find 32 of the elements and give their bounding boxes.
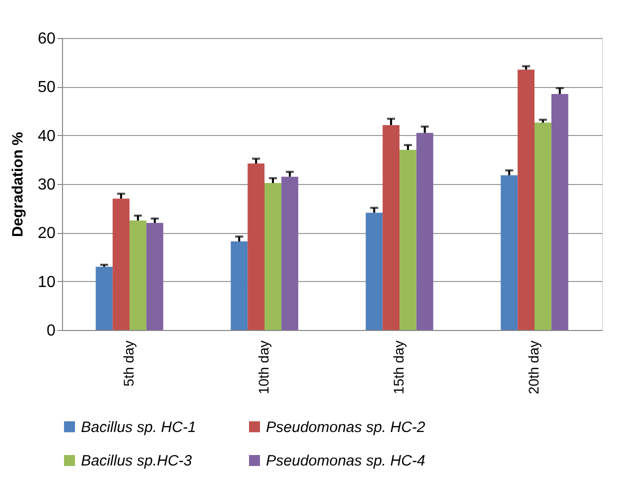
y-tick-label: 60: [38, 30, 56, 48]
y-tick-label: 40: [38, 128, 56, 145]
y-tick-label: 20: [38, 225, 56, 242]
bar: [551, 94, 568, 330]
legend-label: Pseudomonas sp. HC-2: [266, 418, 426, 436]
bar: [230, 241, 248, 330]
x-tick-label: 10th day: [256, 340, 272, 394]
x-tick-label: 15th day: [390, 340, 406, 394]
bar: [416, 132, 434, 330]
bar: [400, 150, 416, 330]
bar: [281, 176, 298, 330]
bar: [146, 222, 164, 330]
y-tick-label: 50: [38, 79, 56, 96]
bar: [534, 122, 552, 330]
bar: [112, 198, 130, 330]
legend-label: Bacillus sp.HC-3: [81, 452, 193, 470]
bar: [130, 220, 146, 330]
legend-label: Pseudomonas sp. HC-4: [266, 452, 426, 470]
y-tick-label: 0: [46, 322, 56, 340]
bar: [248, 164, 264, 330]
y-tick-label: 30: [38, 176, 56, 194]
x-tick-label: 20th day: [526, 340, 542, 394]
bar: [96, 266, 113, 330]
bar: [366, 212, 383, 330]
y-tick-label: 10: [38, 274, 56, 291]
y-axis-title: Degradation %: [10, 132, 27, 238]
bar: [500, 175, 518, 330]
bar: [382, 125, 400, 330]
x-tick-label: 5th day: [120, 340, 136, 386]
bar: [264, 183, 282, 330]
bar: [518, 70, 534, 330]
legend-label: Bacillus sp. HC-1: [81, 418, 196, 436]
